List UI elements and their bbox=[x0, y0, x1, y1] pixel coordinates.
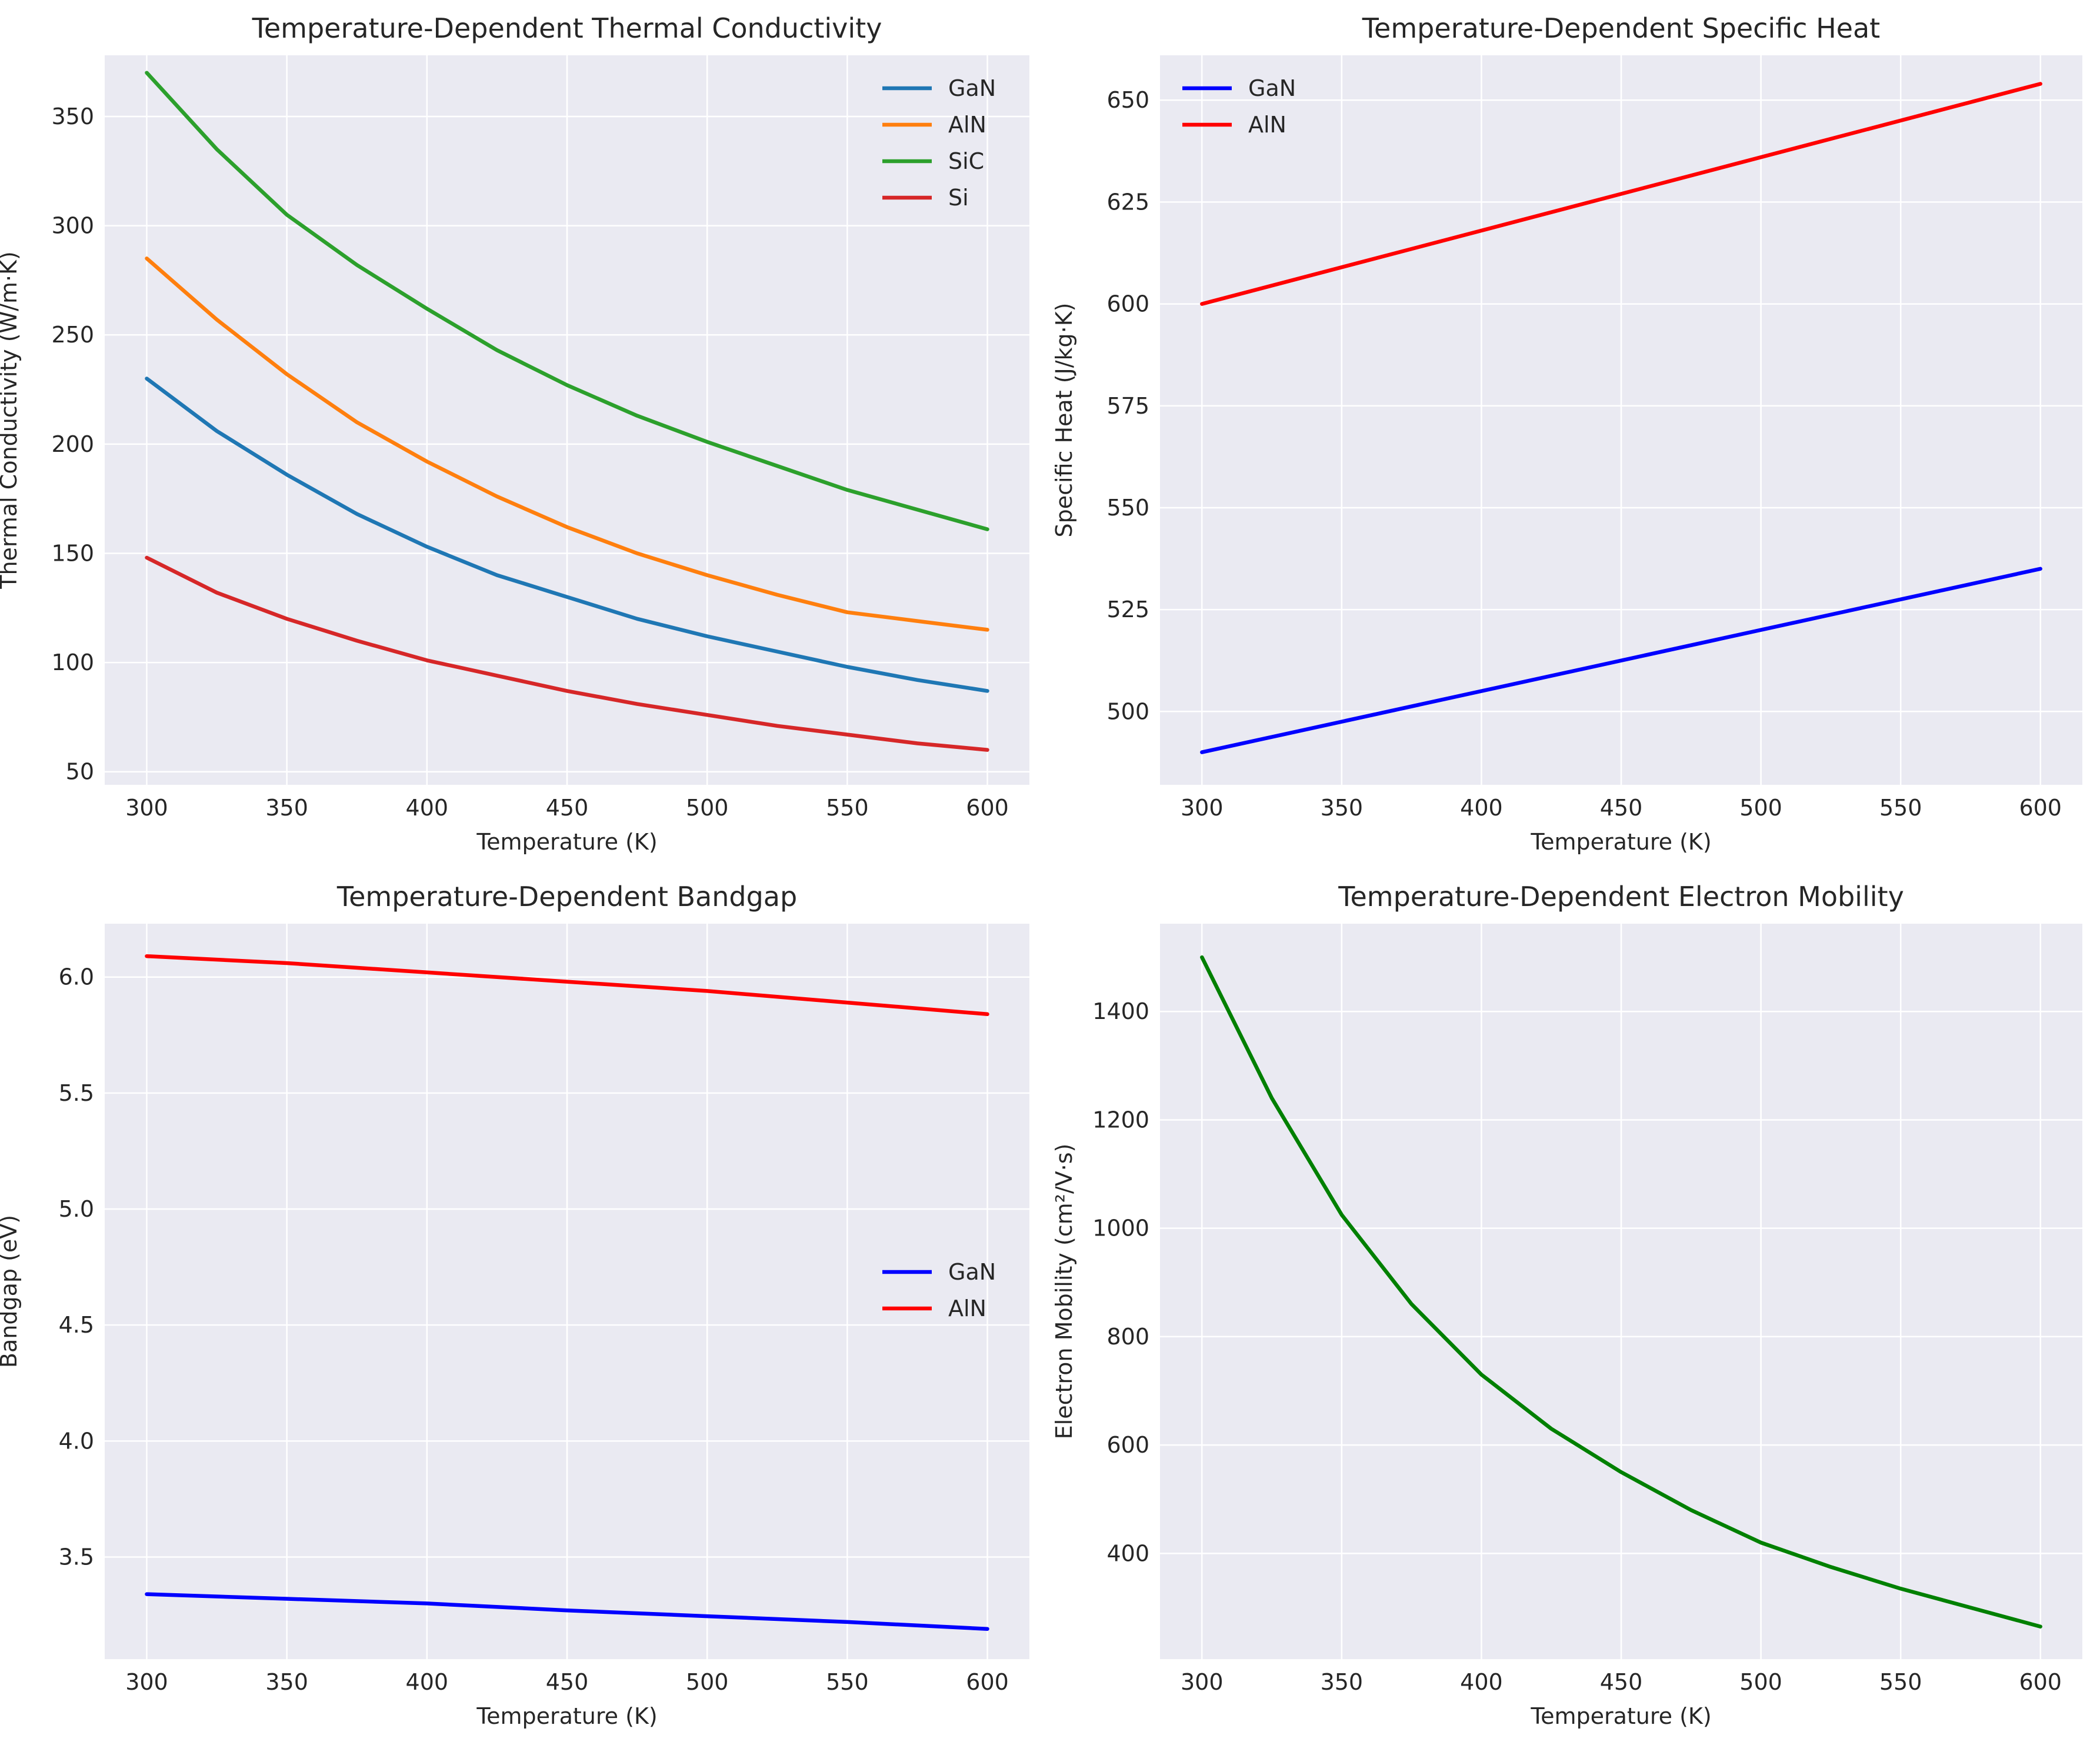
legend-label-gan: GaN bbox=[948, 1259, 996, 1285]
x-tick-label: 550 bbox=[1879, 1669, 1922, 1695]
series-line-1 bbox=[1200, 955, 2042, 1629]
thermal-conductivity-chart: 300 350 400 450 500 550 600 50 100 150 200 250 300 35… bbox=[0, 12, 1029, 855]
x-tick-label: 500 bbox=[686, 795, 729, 821]
x-axis-label: Temperature (K) bbox=[476, 829, 657, 855]
y-tick-label: 525 bbox=[1106, 597, 1149, 622]
y-tick-label: 550 bbox=[1106, 495, 1149, 521]
y-tick-label: 150 bbox=[51, 540, 94, 566]
y-tick-label: 575 bbox=[1106, 393, 1149, 419]
x-tick-label: 500 bbox=[1739, 795, 1782, 821]
y-tick-label: 100 bbox=[51, 650, 94, 675]
x-tick-label: 450 bbox=[1600, 1669, 1643, 1695]
y-tick-label: 4.5 bbox=[59, 1312, 94, 1338]
x-tick-label: 500 bbox=[686, 1669, 729, 1695]
y-tick-label: 400 bbox=[1106, 1540, 1149, 1566]
y-axis-label: Specific Heat (J/kg·K) bbox=[1051, 303, 1077, 538]
y-tick-label: 6.0 bbox=[59, 964, 94, 990]
x-tick-label: 550 bbox=[826, 795, 869, 821]
y-tick-label: 600 bbox=[1106, 1432, 1149, 1458]
x-tick-label: 350 bbox=[265, 1669, 308, 1695]
legend-label-sic: SiC bbox=[948, 148, 984, 174]
y-tick-label: 300 bbox=[51, 213, 94, 239]
series-line-sic bbox=[145, 71, 989, 531]
x-tick-label: 350 bbox=[1321, 795, 1364, 821]
y-tick-label: 500 bbox=[1106, 698, 1149, 724]
legend-label-si: Si bbox=[948, 185, 969, 211]
x-tick-label: 550 bbox=[826, 1669, 869, 1695]
legend: GaN AlN bbox=[1182, 75, 1296, 138]
series-line-aln bbox=[1200, 82, 2042, 306]
legend-label-gan: GaN bbox=[948, 75, 996, 101]
series-line-gan bbox=[145, 377, 989, 693]
series-line-aln bbox=[145, 257, 989, 632]
y-tick-label: 350 bbox=[51, 104, 94, 129]
x-tick-label: 300 bbox=[1181, 1669, 1224, 1695]
x-axis-label: Temperature (K) bbox=[1530, 829, 1711, 855]
x-tick-label: 600 bbox=[2019, 795, 2062, 821]
legend: GaN AlN bbox=[882, 1259, 996, 1321]
x-tick-label: 600 bbox=[966, 795, 1009, 821]
x-axis-label: Temperature (K) bbox=[1530, 1703, 1711, 1729]
y-axis-label: Thermal Conductivity (W/m·K) bbox=[0, 251, 22, 590]
specific-heat-chart: 300 350 400 450 500 550 600 500 525 550 575 600 625 6… bbox=[1051, 12, 2082, 855]
y-tick-label: 4.0 bbox=[59, 1428, 94, 1454]
y-tick-label: 3.5 bbox=[59, 1544, 94, 1570]
x-tick-label: 450 bbox=[546, 1669, 589, 1695]
y-tick-label: 5.0 bbox=[59, 1196, 94, 1222]
x-tick-label: 450 bbox=[1600, 795, 1643, 821]
chart-title: Temperature-Dependent Specific Heat bbox=[1362, 12, 1880, 44]
y-tick-label: 50 bbox=[66, 759, 94, 785]
x-axis-label: Temperature (K) bbox=[476, 1703, 657, 1729]
x-tick-label: 550 bbox=[1879, 795, 1922, 821]
bandgap-chart: 300 350 400 450 500 550 600 3.5 4.0 4.5 5.0 5.5 6.0 T… bbox=[0, 881, 1029, 1729]
x-tick-label: 400 bbox=[406, 795, 449, 821]
x-tick-label: 500 bbox=[1739, 1669, 1782, 1695]
legend-label-aln: AlN bbox=[948, 1296, 986, 1321]
y-tick-label: 5.5 bbox=[59, 1080, 94, 1106]
electron-mobility-chart: 300 350 400 450 500 550 600 400 600 800 1000 1200 14… bbox=[1051, 881, 2082, 1729]
y-tick-label: 1200 bbox=[1092, 1107, 1149, 1133]
y-tick-label: 200 bbox=[51, 431, 94, 457]
x-tick-label: 600 bbox=[2019, 1669, 2062, 1695]
series-line-gan bbox=[1200, 567, 2042, 754]
legend-label-aln: AlN bbox=[1248, 112, 1286, 138]
y-tick-label: 1400 bbox=[1092, 998, 1149, 1024]
legend-label-gan: GaN bbox=[1248, 75, 1296, 101]
y-tick-label: 625 bbox=[1106, 189, 1149, 215]
y-tick-label: 650 bbox=[1106, 87, 1149, 113]
series-line-aln bbox=[145, 954, 989, 1017]
y-tick-label: 800 bbox=[1106, 1324, 1149, 1350]
legend-label-aln: AlN bbox=[948, 112, 986, 138]
y-axis-label: Electron Mobility (cm²/V·s) bbox=[1051, 1144, 1077, 1440]
x-tick-label: 400 bbox=[406, 1669, 449, 1695]
y-axis-label: Bandgap (eV) bbox=[0, 1215, 22, 1368]
x-tick-label: 600 bbox=[966, 1669, 1009, 1695]
series-line-gan bbox=[145, 1592, 989, 1631]
series-line-si bbox=[145, 555, 989, 752]
y-tick-label: 250 bbox=[51, 322, 94, 348]
chart-title: Temperature-Dependent Bandgap bbox=[336, 881, 797, 913]
y-tick-label: 1000 bbox=[1092, 1215, 1149, 1241]
x-tick-label: 450 bbox=[546, 795, 589, 821]
x-tick-label: 300 bbox=[125, 1669, 168, 1695]
x-tick-label: 400 bbox=[1460, 795, 1503, 821]
y-tick-label: 600 bbox=[1106, 291, 1149, 317]
x-tick-label: 400 bbox=[1460, 1669, 1503, 1695]
chart-title: Temperature-Dependent Thermal Conductivi… bbox=[252, 12, 882, 44]
x-tick-label: 300 bbox=[125, 795, 168, 821]
x-tick-label: 350 bbox=[265, 795, 308, 821]
legend: GaN AlN SiC Si bbox=[882, 75, 996, 211]
chart-title: Temperature-Dependent Electron Mobility bbox=[1338, 881, 1904, 913]
x-tick-label: 300 bbox=[1181, 795, 1224, 821]
x-tick-label: 350 bbox=[1321, 1669, 1364, 1695]
